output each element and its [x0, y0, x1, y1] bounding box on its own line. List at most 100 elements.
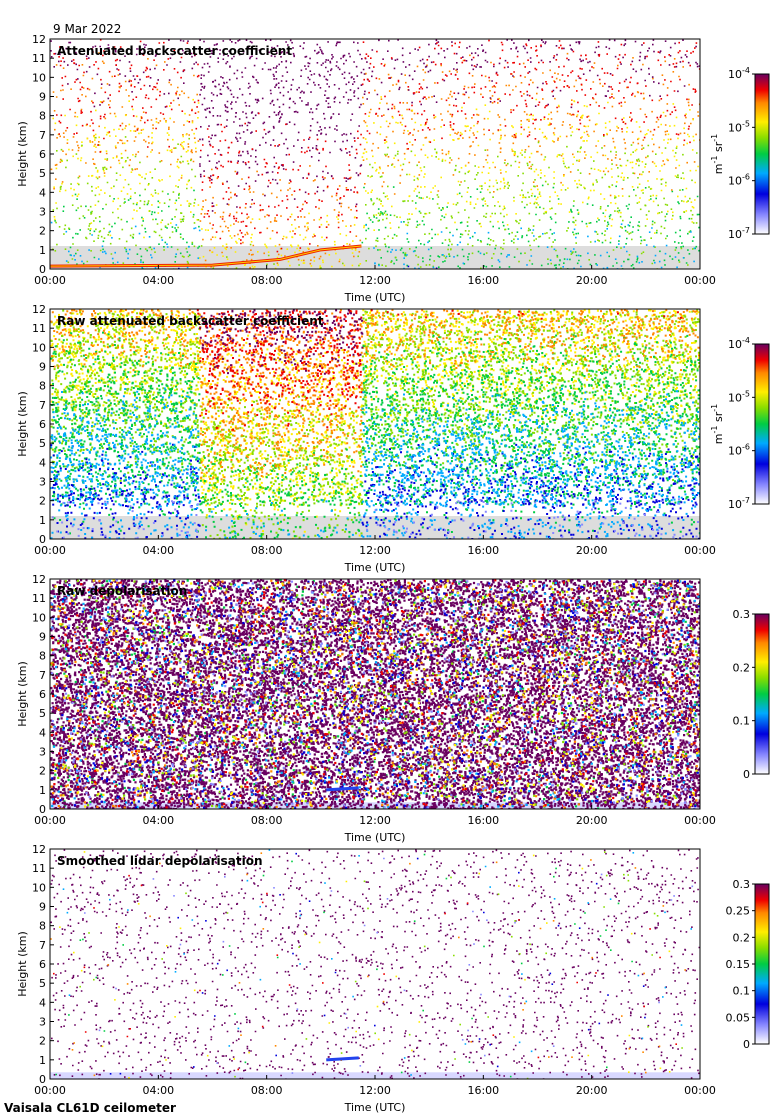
plot-area	[50, 849, 700, 1079]
x-tick-label: 16:00	[467, 544, 499, 557]
signal-pixels	[199, 309, 364, 375]
colorbar-tick-label: 10-7	[728, 496, 750, 511]
y-tick-label: 4	[39, 186, 46, 199]
y-tick-label: 1	[39, 1054, 46, 1067]
y-tick-label: 10	[32, 341, 46, 354]
x-tick-label: 20:00	[576, 814, 608, 827]
x-axis-label: Time (UTC)	[344, 1101, 406, 1114]
colorbar-tick-label: 10-4	[728, 336, 750, 351]
y-tick-label: 5	[39, 707, 46, 720]
y-tick-label: 6	[39, 418, 46, 431]
instrument-label: Vaisala CL61D ceilometer	[4, 1101, 176, 1115]
colorbar-tick-label: 10-6	[728, 443, 750, 458]
signal-pixels	[51, 497, 700, 539]
cloud-layer	[326, 786, 359, 792]
colorbar: 10-7 10-6 10-5 10-4 m-1 sr-1	[710, 336, 770, 511]
x-tick-label: 16:00	[467, 1084, 499, 1097]
x-tick-label: 00:00	[684, 544, 716, 557]
y-tick-label: 11	[32, 322, 46, 335]
y-tick-label: 12	[32, 573, 46, 586]
x-tick-label: 08:00	[251, 274, 283, 287]
y-tick-label: 1	[39, 784, 46, 797]
x-tick-label: 00:00	[34, 544, 66, 557]
y-tick-label: 7	[39, 399, 46, 412]
colorbar-tick-label: 0.25	[726, 905, 751, 918]
colorbar-tick-label: 0.05	[726, 1011, 751, 1024]
signal-pixels	[50, 387, 700, 539]
x-tick-label: 00:00	[34, 1084, 66, 1097]
y-tick-label: 4	[39, 456, 46, 469]
y-tick-label: 8	[39, 650, 46, 663]
signal-pixels	[50, 221, 700, 269]
x-tick-label: 12:00	[359, 544, 391, 557]
y-tick-label: 4	[39, 996, 46, 1009]
colorbar-tick-label: 0.1	[733, 985, 751, 998]
x-tick-label: 08:00	[251, 1084, 283, 1097]
y-tick-label: 3	[39, 1016, 46, 1029]
y-tick-label: 2	[39, 1035, 46, 1048]
panel-2: Raw attenuated backscatter coefficient 0 1…	[16, 303, 770, 574]
colorbar-tick-label: 10-5	[728, 389, 750, 404]
signal-pixels	[54, 179, 700, 269]
panel-title: Attenuated backscatter coefficient	[57, 44, 292, 58]
x-tick-label: 00:00	[684, 274, 716, 287]
colorbar-tick-label: 0.1	[733, 715, 751, 728]
colorbar-unit: m-1 sr-1	[710, 404, 725, 444]
plot-area	[50, 39, 700, 269]
x-axis-label: Time (UTC)	[344, 291, 406, 304]
y-tick-label: 9	[39, 631, 46, 644]
panel-1: Attenuated backscatter coefficient012345…	[16, 33, 770, 304]
colorbar-tick-label: 0.2	[733, 931, 751, 944]
colorbar-tick-label: 10-5	[728, 119, 750, 134]
y-tick-label: 12	[32, 303, 46, 316]
colorbar-unit: m-1 sr-1	[710, 134, 725, 174]
y-tick-label: 1	[39, 514, 46, 527]
x-tick-label: 04:00	[142, 544, 174, 557]
y-tick-label: 2	[39, 225, 46, 238]
y-tick-label: 11	[32, 52, 46, 65]
y-tick-label: 5	[39, 167, 46, 180]
y-tick-label: 6	[39, 148, 46, 161]
panel-4: Smoothed lidar depolarisation01234567891…	[16, 843, 770, 1114]
colorbar-scale	[754, 883, 770, 1045]
colorbar-tick-label: 0.15	[726, 958, 751, 971]
y-tick-label: 1	[39, 244, 46, 257]
colorbar-tick-label: 0.3	[733, 608, 751, 621]
x-tick-label: 08:00	[251, 814, 283, 827]
cloud-layer	[326, 1056, 359, 1062]
y-tick-label: 12	[32, 843, 46, 856]
x-tick-label: 12:00	[359, 814, 391, 827]
y-tick-label: 9	[39, 91, 46, 104]
y-axis-label: Height (km)	[16, 121, 29, 187]
colorbar-tick-label: 0	[743, 1038, 750, 1051]
y-tick-label: 9	[39, 901, 46, 914]
y-tick-label: 10	[32, 881, 46, 894]
y-axis-label: Height (km)	[16, 661, 29, 727]
colorbar-tick-label: 0.2	[733, 661, 751, 674]
y-tick-label: 3	[39, 476, 46, 489]
y-tick-label: 2	[39, 495, 46, 508]
colorbar-tick-label: 0.3	[733, 878, 751, 891]
y-tick-label: 10	[32, 611, 46, 624]
y-tick-label: 10	[32, 71, 46, 84]
signal-pixels	[50, 579, 700, 809]
y-tick-label: 3	[39, 746, 46, 759]
x-tick-label: 20:00	[576, 544, 608, 557]
y-tick-label: 0	[39, 533, 46, 546]
colorbar-tick-label: 10-6	[728, 173, 750, 188]
signal-pixels	[50, 331, 700, 539]
x-tick-label: 00:00	[684, 814, 716, 827]
x-tick-label: 08:00	[251, 544, 283, 557]
x-tick-label: 00:00	[684, 1084, 716, 1097]
y-tick-label: 11	[32, 592, 46, 605]
colorbar: 0 0.05 0.1 0.15 0.2 0.25 0.3	[726, 878, 770, 1051]
y-tick-label: 8	[39, 380, 46, 393]
y-tick-label: 0	[39, 1073, 46, 1086]
y-tick-label: 7	[39, 939, 46, 952]
y-tick-label: 7	[39, 129, 46, 142]
signal-pixels	[50, 849, 700, 1079]
y-tick-label: 8	[39, 920, 46, 933]
x-tick-label: 04:00	[142, 274, 174, 287]
colorbar-tick-label: 10-4	[728, 66, 750, 81]
y-tick-label: 0	[39, 263, 46, 276]
